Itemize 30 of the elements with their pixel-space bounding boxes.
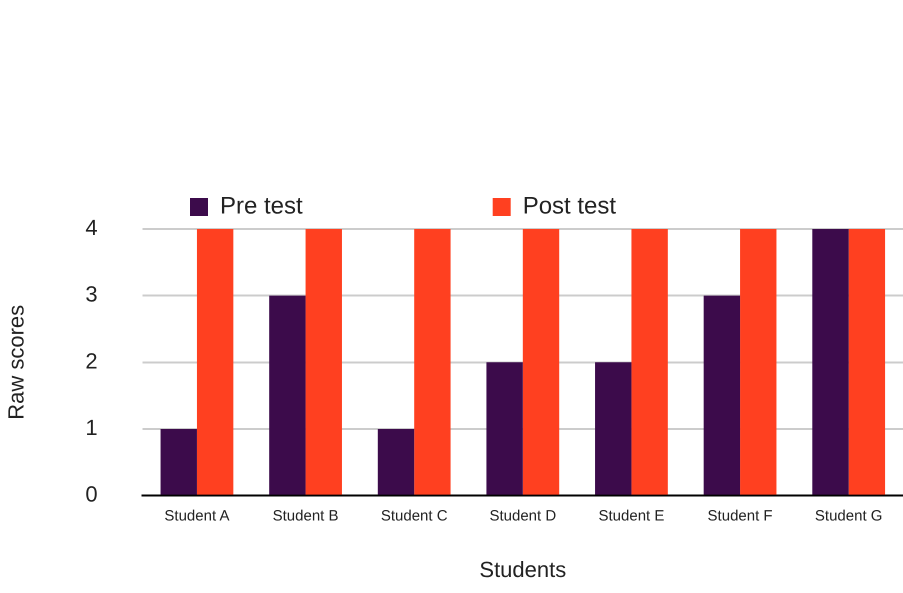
bar (306, 229, 342, 495)
x-tick-label: Student F (708, 508, 773, 525)
x-axis-title: Students (479, 556, 566, 582)
y-tick-label: 2 (85, 348, 98, 374)
bar (522, 229, 560, 495)
y-tick-label: 3 (85, 282, 98, 307)
x-tick-label: Student B (272, 508, 339, 525)
y-tick-label: 0 (85, 482, 98, 507)
legend-label: Post test (522, 192, 616, 220)
x-tick-label: Student A (164, 508, 230, 525)
bar (160, 428, 197, 495)
x-tick-label: Student D (489, 508, 556, 525)
bar (740, 229, 776, 495)
y-tick-label: 4 (85, 215, 98, 240)
x-tick-label: Student E (598, 508, 664, 525)
bar (704, 296, 740, 495)
x-tick-label: Student G (814, 508, 882, 525)
legend-label: Pre test (220, 192, 304, 220)
bar (378, 428, 414, 495)
bar (486, 362, 523, 495)
bar (631, 229, 668, 495)
bar (595, 362, 632, 495)
bar (848, 229, 886, 495)
x-tick-label: Student C (380, 508, 448, 525)
bar (414, 229, 451, 495)
y-axis-title: Raw scores (3, 304, 28, 420)
bar (812, 229, 849, 495)
y-tick-label: 1 (85, 415, 98, 440)
bar (269, 296, 306, 495)
bar (196, 229, 234, 495)
